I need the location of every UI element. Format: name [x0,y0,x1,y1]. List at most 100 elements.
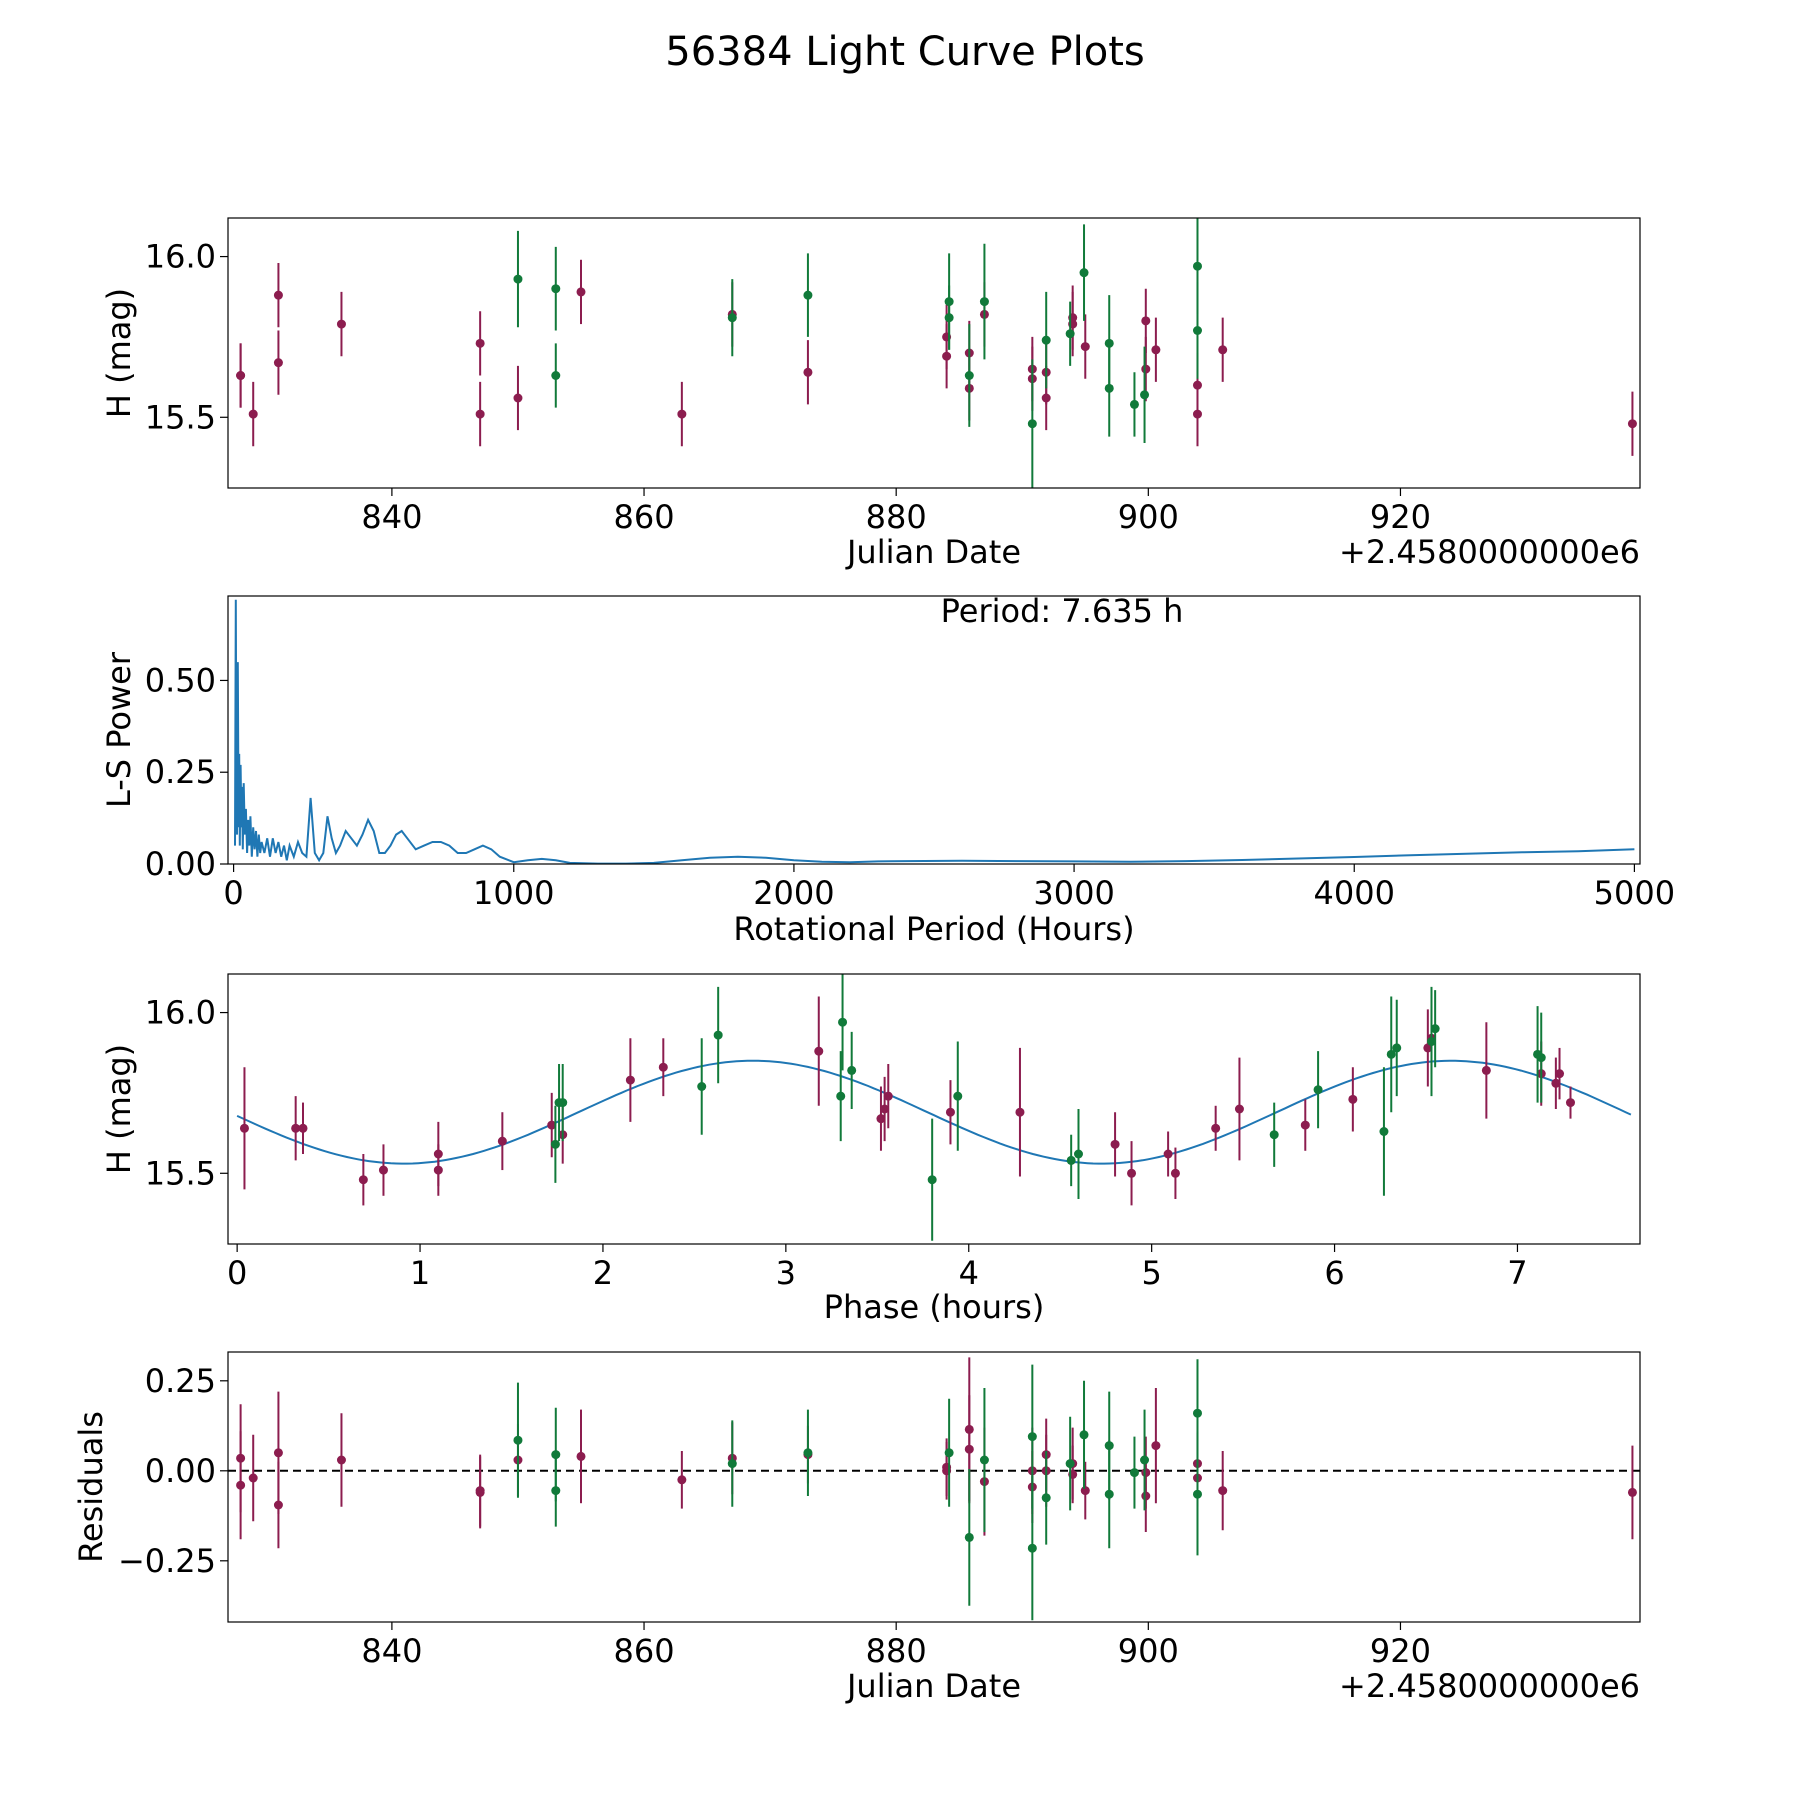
phase-magenta-point [1348,1094,1358,1104]
res-green-point [1140,1455,1150,1465]
res-green-point [964,1532,974,1542]
res-green-point [944,1448,954,1458]
lc-magenta-point [803,367,813,377]
phase-green-point [550,1139,560,1149]
res-green-point [1027,1432,1037,1442]
light-curve-offset-text: +2.4580000000e6 [1339,533,1640,571]
phase-green-point [558,1098,568,1108]
phase-xtick-label: 0 [227,1254,247,1292]
lc-green-point [551,371,561,380]
ls-power-line [234,599,1635,864]
lc-magenta-point [513,393,523,403]
lc-magenta-point [273,290,283,300]
ls-ytick-label: 0.50 [145,661,216,699]
phase-panel: 0 1 2 3 4 5 6 7 15.5 16.0 Phase (hours) H (mag) [100,973,1641,1326]
phase-green-point [1313,1085,1323,1095]
lc-magenta-point [677,409,687,419]
residuals-offset-text: +2.4580000000e6 [1339,1667,1640,1705]
phase-magenta-point [1170,1168,1180,1178]
res-magenta-point [677,1475,687,1485]
periodogram-ticks: 0 1000 2000 3000 4000 5000 0.00 0.25 0.50 [145,661,1675,912]
lc-green-point [964,371,974,380]
phase-magenta-point [1211,1123,1221,1133]
phase-model-curve [236,1059,1632,1165]
res-green-point [1027,1543,1037,1553]
residuals-points [228,1357,1640,1621]
periodogram-annotation: Period: 7.635 h [941,592,1184,630]
lc-magenta-point [1141,316,1151,326]
res-xtick-label: 900 [1118,1632,1179,1670]
phase-magenta-point [880,1104,890,1114]
lc-xtick-label: 900 [1118,498,1179,536]
light-curve-xlabel: Julian Date [845,533,1021,571]
periodogram-panel: 0 1000 2000 3000 4000 5000 0.00 0.25 0.50 Period… [100,592,1675,948]
lc-green-point [1104,383,1114,393]
lc-magenta-point [1151,345,1161,355]
lc-green-point [727,313,737,323]
res-magenta-point [236,1480,246,1490]
lc-magenta-point [1218,345,1228,355]
res-xtick-label: 920 [1370,1632,1431,1670]
lc-ytick-label: 16.0 [145,238,216,276]
lc-magenta-point [1141,364,1151,374]
periodogram-ylabel: L-S Power [100,651,138,808]
light-curve-frame [227,217,1641,489]
res-magenta-point [336,1455,346,1465]
phase-green-point [953,1091,963,1101]
lc-magenta-point [1080,342,1090,352]
res-ytick-label: 0.25 [145,1362,216,1400]
light-curve-ticks: 840 860 880 900 920 15.5 16.0 [145,238,1431,536]
lc-green-point [803,290,813,300]
phase-xlabel: Phase (hours) [824,1288,1045,1326]
res-green-point [513,1435,523,1445]
periodogram-frame [227,595,1641,865]
phase-magenta-point [239,1123,249,1133]
lc-xtick-label: 880 [866,498,927,536]
lc-magenta-point [475,409,485,419]
ls-xtick-label: 5000 [1594,874,1675,912]
phase-magenta-point [433,1149,443,1159]
res-xtick-label: 840 [361,1632,422,1670]
phase-magenta-point [358,1175,368,1185]
res-magenta-point [1141,1468,1151,1478]
phase-green-point [927,1175,937,1185]
phase-green-point [838,1017,848,1027]
lc-xtick-label: 860 [613,498,674,536]
periodogram-xlabel: Rotational Period (Hours) [733,910,1134,948]
lc-green-point [1041,335,1051,345]
lc-green-point [979,297,989,307]
phase-xtick-label: 5 [1141,1254,1161,1292]
res-xtick-label: 860 [613,1632,674,1670]
phase-magenta-point [625,1075,635,1085]
lc-xtick-label: 840 [361,498,422,536]
lc-green-point [1140,390,1150,400]
res-green-point [551,1486,561,1496]
phase-green-point [1392,1043,1402,1053]
ls-xtick-label: 2000 [753,874,834,912]
phase-xtick-label: 2 [593,1254,613,1292]
phase-magenta-point [876,1114,886,1124]
ls-xtick-label: 3000 [1033,874,1114,912]
res-green-point [1192,1408,1202,1418]
ls-ytick-label: 0.00 [145,845,216,883]
lc-magenta-point [1192,380,1202,390]
phase-magenta-point [291,1123,301,1133]
lc-magenta-point [236,371,246,380]
figure-title: 56384 Light Curve Plots [665,29,1144,75]
phase-ylabel: H (mag) [100,1044,138,1174]
phase-xtick-label: 7 [1507,1254,1527,1292]
phase-magenta-point [883,1091,893,1101]
residuals-frame [227,1351,1641,1623]
res-magenta-point [1218,1486,1228,1496]
phase-magenta-point [814,1046,824,1056]
res-magenta-point [576,1451,586,1461]
phase-ytick-label: 15.5 [145,1154,216,1192]
phase-green-point [1536,1053,1546,1063]
res-magenta-point [964,1444,974,1454]
periodogram-line [234,599,1635,864]
lc-green-point [1129,399,1139,409]
phase-frame [227,973,1641,1245]
lc-ytick-label: 15.5 [145,398,216,436]
phase-magenta-point [298,1123,308,1133]
